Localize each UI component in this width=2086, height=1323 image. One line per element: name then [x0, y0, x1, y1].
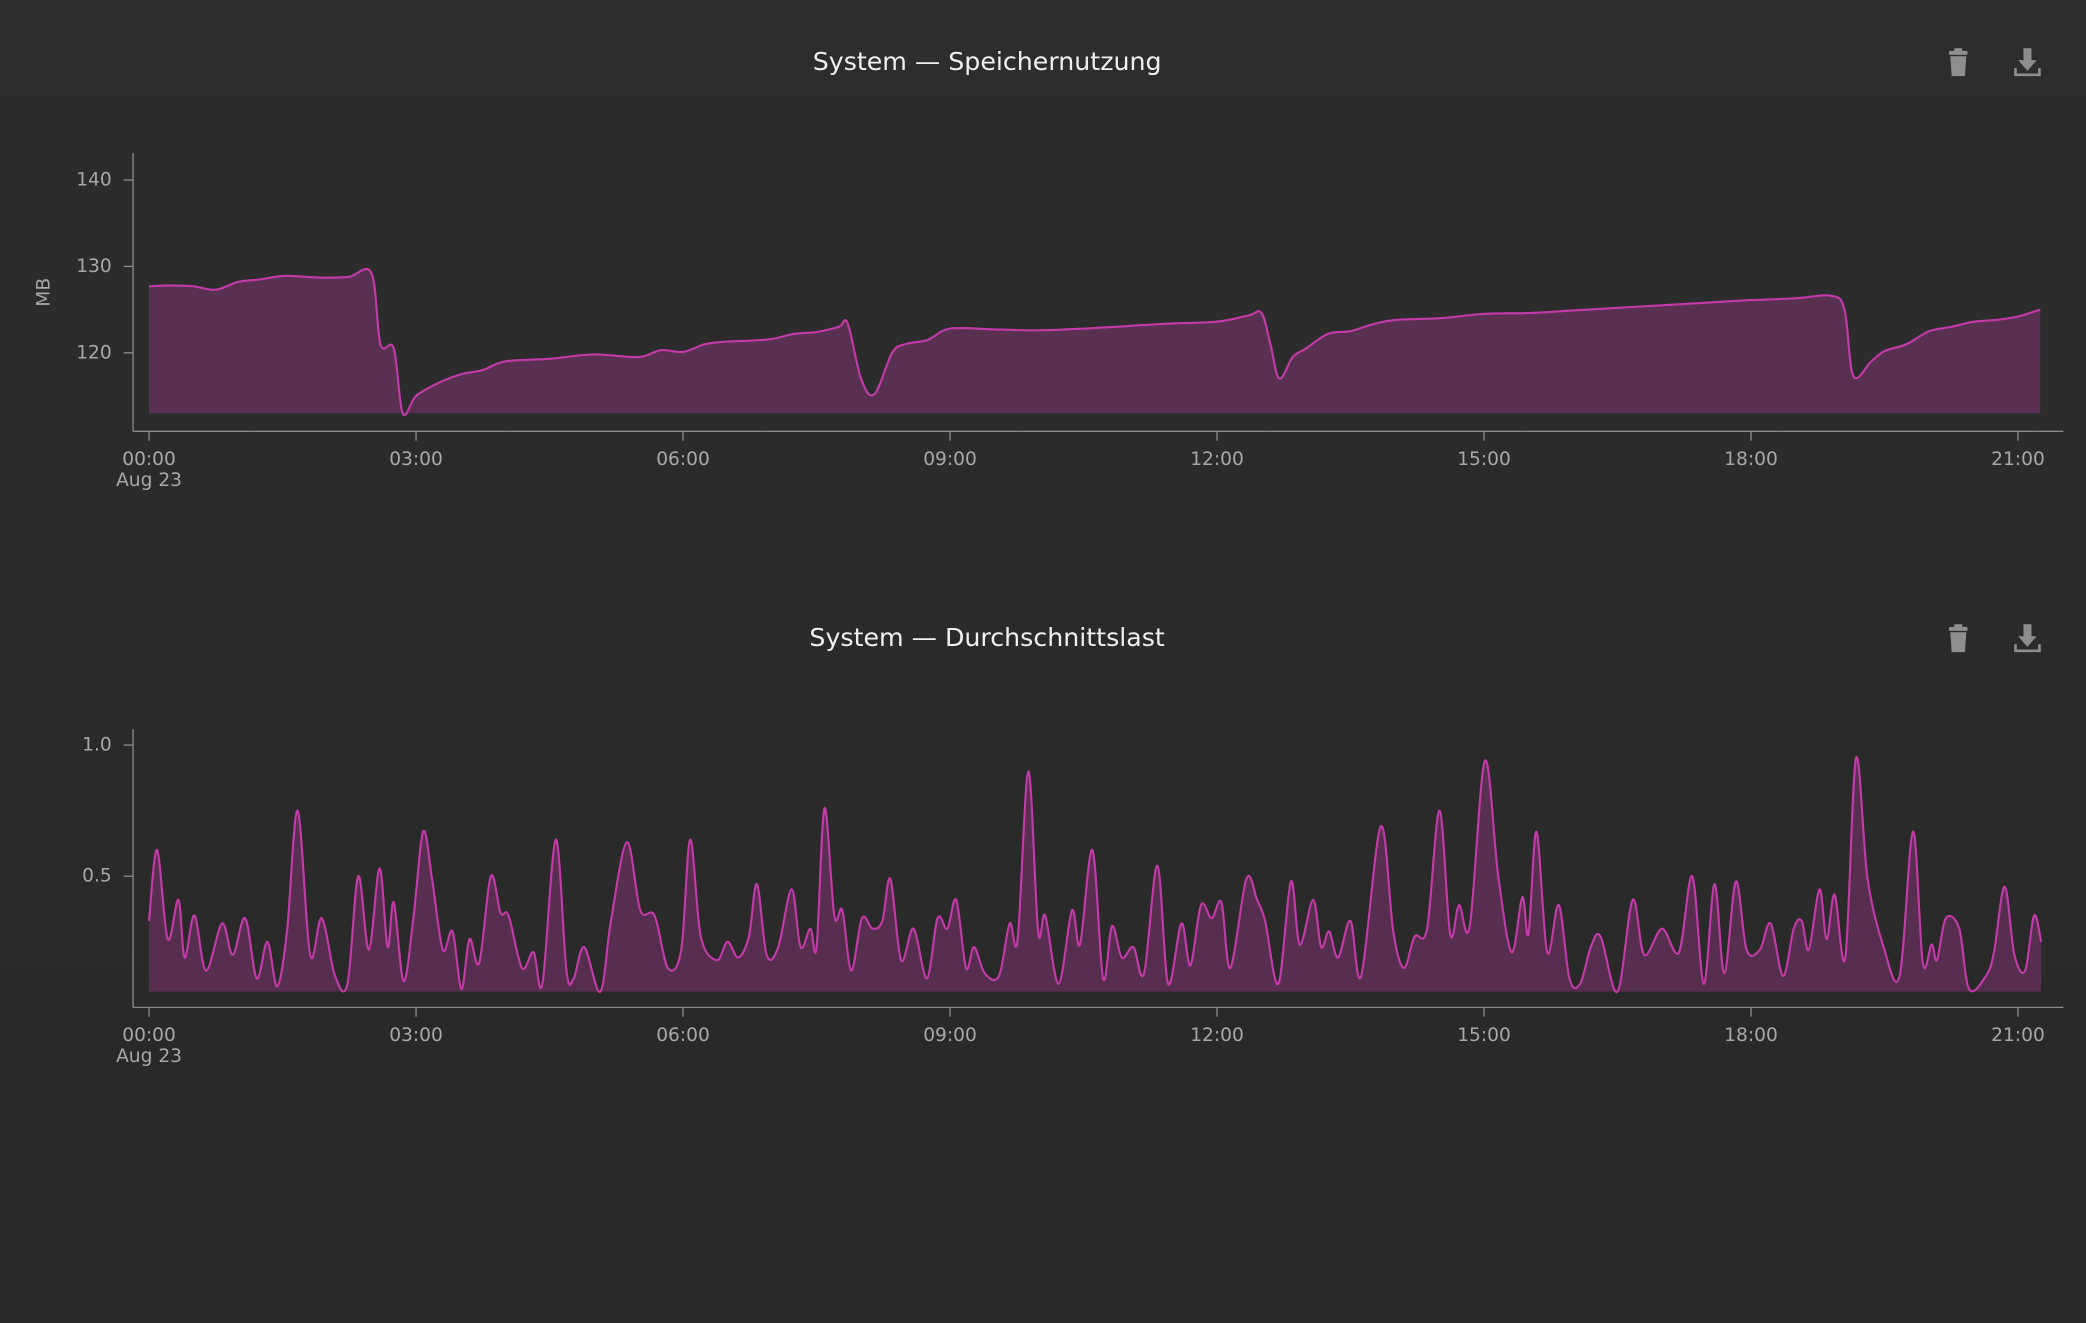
- delete-button[interactable]: [1948, 624, 1968, 653]
- x-tick-label: 12:00: [1190, 449, 1244, 470]
- x-tick-label: 12:00: [1190, 1025, 1244, 1046]
- y-tick-label: 0.5: [82, 866, 112, 887]
- x-tick-label: 09:00: [923, 449, 977, 470]
- y-axis-label: MB: [33, 278, 54, 307]
- x-tick-label: 03:00: [389, 1025, 443, 1046]
- x-tick-label: 03:00: [389, 449, 443, 470]
- x-tick-label: 21:00: [1991, 1025, 2045, 1046]
- x-tick-label: 15:00: [1457, 1025, 1511, 1046]
- area-fill: [149, 268, 2041, 416]
- download-button[interactable]: [2014, 48, 2041, 77]
- y-tick-label: 130: [76, 256, 112, 277]
- x-tick-label: 18:00: [1724, 1025, 1778, 1046]
- x-tick-label: 00:00: [122, 449, 176, 470]
- download-button[interactable]: [2014, 624, 2041, 653]
- x-tick-label: 06:00: [656, 1025, 710, 1046]
- x-tick-label: 21:00: [1991, 449, 2045, 470]
- y-tick-label: 1.0: [82, 735, 112, 756]
- x-tick-label: 09:00: [923, 1025, 977, 1046]
- area-line: [147, 756, 2043, 993]
- x-date-label: Aug 23: [116, 470, 182, 491]
- x-tick-label: 06:00: [656, 449, 710, 470]
- x-tick-label: 00:00: [122, 1025, 176, 1046]
- y-tick-label: 140: [76, 170, 112, 191]
- delete-button[interactable]: [1948, 48, 1968, 77]
- x-date-label: Aug 23: [116, 1046, 182, 1067]
- area-line: [149, 267, 2041, 417]
- x-tick-label: 18:00: [1724, 449, 1778, 470]
- chart-title: System — Durchschnittslast: [809, 623, 1164, 652]
- chart-title: System — Speichernutzung: [813, 47, 1162, 76]
- x-tick-label: 15:00: [1457, 449, 1511, 470]
- y-tick-label: 120: [76, 342, 112, 363]
